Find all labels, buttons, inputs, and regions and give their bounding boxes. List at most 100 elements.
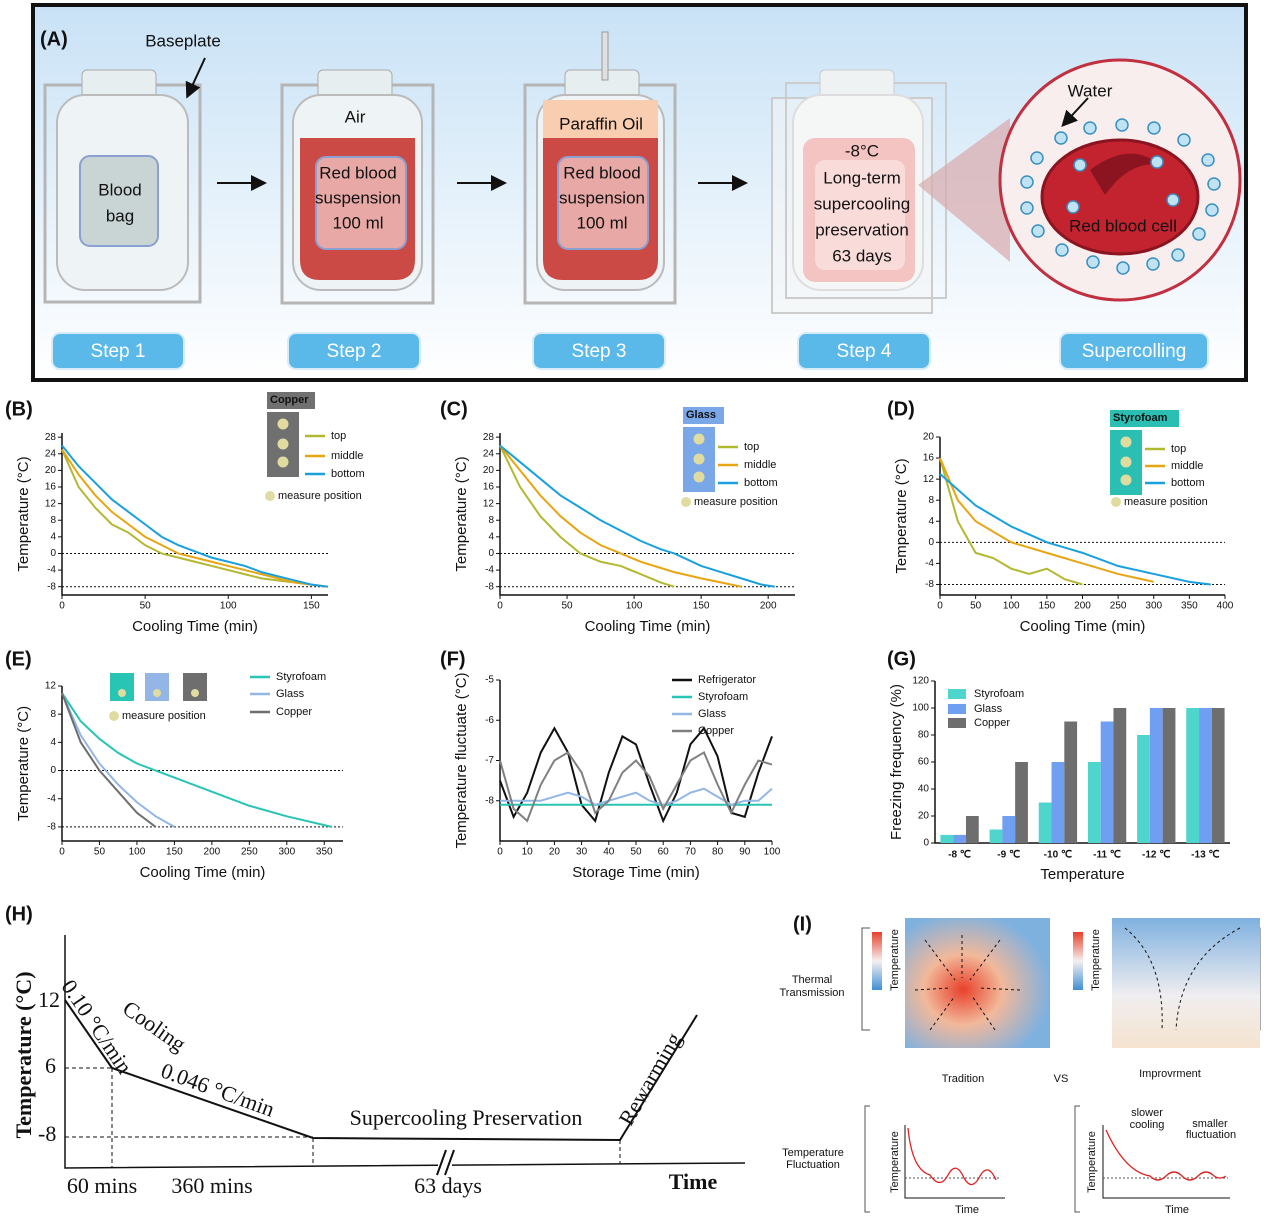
y-tick-label: 28 <box>483 432 495 443</box>
x-tick-label: 0 <box>497 601 503 612</box>
panel-label: (G) <box>887 648 916 670</box>
bar <box>1051 762 1065 843</box>
y-tick-label: -4 <box>925 558 934 569</box>
x-tick-label: 50 <box>140 601 152 612</box>
legend-label: Copper <box>276 706 312 718</box>
y-tick-label: 4 <box>488 531 494 542</box>
label: fluctuation <box>1186 1129 1236 1141</box>
label: 0.10 °C/min <box>57 975 138 1078</box>
y-tick-label: 0 <box>488 548 494 559</box>
x-tick-label: 250 <box>1110 601 1127 612</box>
panel-a-art <box>31 3 1248 382</box>
label: bag <box>106 206 134 225</box>
y-tick-label: 60 <box>918 757 930 768</box>
y-tick-label: 12 <box>923 474 935 485</box>
label: Baseplate <box>145 31 221 50</box>
legend-label: Copper <box>698 725 734 737</box>
y-tick-label: 4 <box>928 516 934 527</box>
bar <box>1002 816 1016 843</box>
measure-dot <box>693 433 705 445</box>
y-axis-label: Temperature (°C) <box>893 458 910 573</box>
x-tick-label: 200 <box>1074 601 1091 612</box>
axes <box>499 433 795 596</box>
y-tick-label: 4 <box>50 737 56 748</box>
y-tick-label: 8 <box>488 515 494 526</box>
label: Thermal <box>792 974 832 986</box>
y-tick-label: 8 <box>928 495 934 506</box>
y-tick-label: -8 <box>47 581 56 592</box>
series-line <box>500 787 773 806</box>
y-tick-label: 8 <box>50 709 56 720</box>
x-tick-label: 70 <box>685 847 697 858</box>
panel-label: (E) <box>5 648 32 670</box>
label: supercooling <box>814 194 910 213</box>
panel-label: (F) <box>440 648 466 670</box>
bar <box>1064 721 1078 843</box>
label: Time <box>1165 1204 1189 1216</box>
legend-title: Glass <box>686 409 716 421</box>
label: suspension <box>559 188 645 207</box>
x-tick-label: 400 <box>1217 601 1234 612</box>
x-tick-label: 50 <box>561 601 573 612</box>
y-tick-label: 24 <box>45 448 57 459</box>
note: measure position <box>122 710 206 722</box>
y-tick-label: 28 <box>45 432 57 443</box>
x-tick-label: 200 <box>204 847 221 858</box>
x-tick-label: 0 <box>59 847 65 858</box>
label: Time <box>669 1169 718 1194</box>
series-line <box>61 449 329 588</box>
measure-dot <box>191 689 199 697</box>
x-tick-label: 100 <box>764 847 781 858</box>
label: 6 <box>45 1053 56 1078</box>
y-tick-label: 12 <box>45 681 57 692</box>
legend-label: Refrigerator <box>698 674 756 686</box>
label: 63 days <box>414 1173 482 1198</box>
x-tick-label: 250 <box>241 847 258 858</box>
measure-dot <box>1120 474 1132 486</box>
label: preservation <box>815 220 909 239</box>
x-tick-label: 150 <box>303 601 320 612</box>
y-axis-label: Freezing frequency (%) <box>888 684 905 840</box>
label: Transmission <box>780 987 845 999</box>
label: Cooling <box>118 995 190 1056</box>
legend-label: top <box>331 430 346 442</box>
y-tick-label: 16 <box>483 482 495 493</box>
x-tick-label: 350 <box>316 847 333 858</box>
panel-i-art <box>861 918 1261 1213</box>
bar <box>1199 708 1212 843</box>
y-tick-label: 12 <box>45 498 57 509</box>
legend-swatch <box>948 718 966 728</box>
bar <box>1162 708 1176 843</box>
label: Temperature <box>1086 1131 1098 1193</box>
y-axis-label: Temperature (°C) <box>453 456 470 571</box>
measure-dot <box>277 418 289 430</box>
x-tick-label: 0 <box>497 847 503 858</box>
y-tick-label: 80 <box>918 730 930 741</box>
series-line <box>499 726 773 824</box>
note: measure position <box>694 496 778 508</box>
measure-dot <box>681 497 691 507</box>
y-tick-label: -8 <box>485 581 494 592</box>
note: measure position <box>278 490 362 502</box>
legend-label: middle <box>744 459 776 471</box>
y-tick-label: -4 <box>47 565 56 576</box>
label: 60 mins <box>67 1173 137 1198</box>
legend-label: Styrofoam <box>276 671 326 683</box>
y-tick-label: 100 <box>912 703 929 714</box>
legend-label: bottom <box>331 468 365 480</box>
legend-title-box <box>683 407 724 424</box>
bar <box>1087 762 1101 843</box>
y-tick-label: 4 <box>50 531 56 542</box>
label: Rewarming <box>613 1028 686 1129</box>
x-tick-label: -13 ℃ <box>1191 850 1219 861</box>
y-tick-label: 120 <box>912 676 929 687</box>
y-tick-label: 20 <box>45 465 57 476</box>
x-tick-label: 20 <box>549 847 561 858</box>
label: Red blood <box>319 163 397 182</box>
y-tick-label: 24 <box>483 448 495 459</box>
y-tick-label: 20 <box>923 432 935 443</box>
x-tick-label: 300 <box>1145 601 1162 612</box>
y-tick-label: -4 <box>47 793 56 804</box>
measure-dot <box>153 689 161 697</box>
